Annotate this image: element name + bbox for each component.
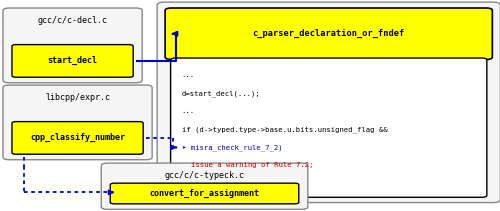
FancyBboxPatch shape [12,122,143,154]
FancyBboxPatch shape [157,2,500,203]
Text: c_parser_declaration_or_fndef: c_parser_declaration_or_fndef [252,29,405,38]
Text: ...: ... [182,72,194,78]
FancyBboxPatch shape [165,8,492,60]
Text: ...: ... [182,108,194,114]
Text: convert_for_assignment: convert_for_assignment [150,189,260,198]
Text: gcc/c/c-decl.c: gcc/c/c-decl.c [38,16,108,25]
Text: libcpp/expr.c: libcpp/expr.c [45,93,110,102]
Text: issue a warning of Rule 7.2;: issue a warning of Rule 7.2; [190,162,313,168]
FancyBboxPatch shape [170,58,487,197]
FancyBboxPatch shape [110,183,299,204]
Text: ➤ misra_check_rule_7_2): ➤ misra_check_rule_7_2) [182,144,282,151]
FancyBboxPatch shape [3,8,142,83]
FancyBboxPatch shape [3,85,152,160]
Text: cpp_classify_number: cpp_classify_number [30,133,125,142]
Text: gcc/c/c-typeck.c: gcc/c/c-typeck.c [164,171,244,180]
FancyBboxPatch shape [102,163,308,209]
FancyBboxPatch shape [12,45,133,77]
Text: start_decl: start_decl [48,56,98,65]
Text: ...: ... [182,180,194,187]
Text: if (d->typed.type->base.u.bits.unsigned_flag &&: if (d->typed.type->base.u.bits.unsigned_… [182,126,387,133]
Text: d=start_decl(...);: d=start_decl(...); [182,90,260,97]
Text: gcc/c/c-parser.c: gcc/c/c-parser.c [288,11,368,20]
